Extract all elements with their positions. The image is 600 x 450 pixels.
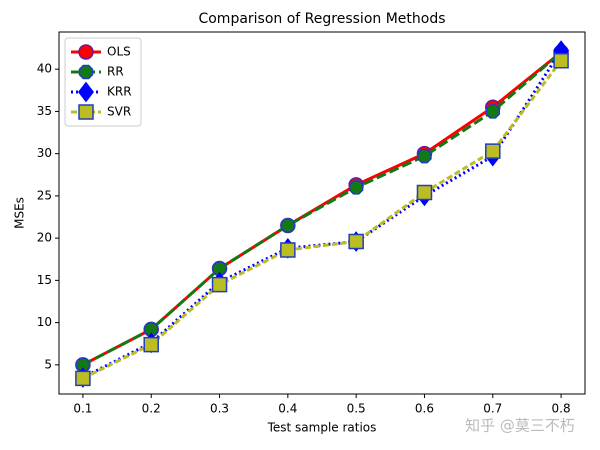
legend-label: SVR (107, 105, 131, 119)
watermark: 知乎 @莫三不朽 (465, 417, 575, 435)
y-tick-label: 35 (37, 104, 52, 118)
legend-label: KRR (107, 85, 132, 99)
marker (78, 64, 94, 80)
legend-box (64, 37, 142, 127)
series-line (82, 51, 563, 367)
x-tick-label: 0.6 (415, 402, 434, 416)
marker (485, 143, 501, 159)
y-tick-label: 25 (37, 188, 52, 202)
y-tick-label: 40 (37, 62, 52, 76)
legend-label: OLS (107, 45, 131, 59)
x-tick-label: 0.2 (142, 402, 161, 416)
series (75, 52, 569, 387)
x-tick-label: 0.4 (278, 402, 297, 416)
series-line (82, 59, 563, 380)
legend: OLS RR KRR SVR (64, 37, 142, 127)
marker (211, 276, 228, 293)
series (75, 45, 569, 373)
marker (348, 180, 364, 195)
x-tick-label: 0.7 (483, 402, 502, 416)
x-tick-label: 0.5 (347, 402, 366, 416)
y-tick-label: 20 (37, 231, 52, 245)
y-axis-label: MSEs (13, 197, 27, 229)
marker (553, 52, 569, 69)
chart-title: Comparison of Regression Methods (198, 11, 445, 27)
y-tick-label: 30 (37, 146, 52, 160)
marker (75, 370, 91, 387)
marker (280, 218, 296, 233)
marker (78, 44, 94, 60)
y-tick-label: 5 (44, 357, 52, 371)
marker (78, 81, 94, 103)
y-tick-label: 15 (37, 273, 52, 287)
y-tick-label: 10 (37, 315, 52, 329)
marker (280, 242, 296, 258)
marker (348, 233, 364, 250)
x-tick-label: 0.8 (552, 402, 571, 416)
x-tick-label: 0.1 (73, 402, 92, 416)
series-line (82, 51, 563, 367)
series (74, 40, 570, 388)
marker (485, 104, 500, 119)
plot-frame (58, 31, 586, 395)
marker (78, 104, 94, 120)
marker (143, 336, 159, 353)
legend-label: RR (107, 65, 124, 79)
marker (416, 184, 433, 201)
marker (417, 148, 432, 164)
x-axis-label: Test sample ratios (267, 421, 377, 435)
x-tick-label: 0.3 (210, 402, 229, 416)
